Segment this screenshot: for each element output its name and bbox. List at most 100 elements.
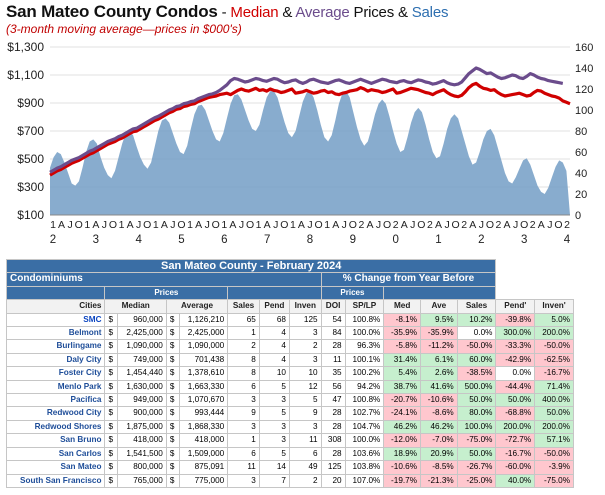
median-price: 1,090,000 xyxy=(117,339,167,354)
x-year-label: 3 xyxy=(521,234,527,246)
y-left-tick: $1,300 xyxy=(7,40,44,54)
x-month-label: A xyxy=(469,219,476,231)
median-price: 949,000 xyxy=(117,393,167,408)
inventory-change: -3.9% xyxy=(534,460,574,475)
x-month-label: A xyxy=(504,219,511,231)
y-right-tick: 120 xyxy=(575,84,593,96)
average-price: 418,000 xyxy=(178,433,229,448)
x-month-label: J xyxy=(136,219,141,231)
sales-change: 0.0% xyxy=(456,326,497,341)
currency-symbol: $ xyxy=(165,446,180,462)
sp-lp-ratio: 100.0% xyxy=(344,433,385,448)
currency-symbol: $ xyxy=(165,460,180,475)
x-month-label: O xyxy=(349,219,357,231)
x-month-label: J xyxy=(273,219,278,231)
average-price: 1,090,000 xyxy=(178,339,229,354)
x-month-label: A xyxy=(538,219,545,231)
prices-right-label: Prices xyxy=(320,285,385,301)
currency-symbol: $ xyxy=(165,379,180,395)
x-month-label: O xyxy=(177,219,185,231)
title-prices: Prices & xyxy=(349,4,412,21)
x-month-label: 2 xyxy=(461,219,467,231)
x-month-label: J xyxy=(170,219,175,231)
x-month-label: J xyxy=(205,219,210,231)
x-month-label: J xyxy=(513,219,518,231)
column-header: Sales xyxy=(456,299,497,314)
table-row: San Mateo $800,000 $875,091 11 14 49 125 103.8%… xyxy=(5,460,574,475)
median-change: -20.7% xyxy=(383,393,421,408)
x-month-label: O xyxy=(109,219,117,231)
pending-count: 14 xyxy=(258,460,290,475)
x-month-label: A xyxy=(127,219,134,231)
pending-change: 50.0% xyxy=(495,393,536,408)
inventory-change: 400.0% xyxy=(534,393,574,408)
pending-change: 200.0% xyxy=(495,419,536,435)
sales-count: 2 xyxy=(227,339,260,354)
median-change: -35.9% xyxy=(383,326,421,341)
pending-change: 300.0% xyxy=(495,326,536,341)
sales-change: 50.0% xyxy=(456,446,497,462)
average-change: 2.6% xyxy=(420,366,458,381)
days-of-inventory: 308 xyxy=(320,433,346,448)
title-sales: Sales xyxy=(411,4,449,21)
city-name: Redwood Shores xyxy=(5,419,106,435)
x-year-label: 2 xyxy=(50,234,56,246)
pending-change: 0.0% xyxy=(495,366,536,381)
sales-change: 60.0% xyxy=(456,352,497,368)
city-name: Menlo Park xyxy=(5,379,106,395)
y-right-tick: 140 xyxy=(575,63,593,75)
days-of-inventory: 35 xyxy=(320,366,346,381)
table-row: Foster City $1,454,440 $1,378,610 8 10 10 35 10… xyxy=(5,366,574,381)
inventory-change: -50.0% xyxy=(534,446,574,462)
sales-change: 100.0% xyxy=(456,419,497,435)
y-left-tick: $100 xyxy=(17,208,44,222)
sp-lp-ratio: 94.2% xyxy=(344,379,385,395)
inventory-count: 12 xyxy=(288,379,322,395)
sp-lp-ratio: 103.6% xyxy=(344,446,385,462)
x-month-label: J xyxy=(444,219,449,231)
table-row: San Bruno $418,000 $418,000 1 3 11 308 100.0% -1… xyxy=(5,433,574,448)
column-header: Med xyxy=(383,299,421,314)
city-name: Pacifica xyxy=(5,393,106,408)
sales-change: -75.0% xyxy=(456,433,497,448)
city-name: Daly City xyxy=(5,352,106,368)
inventory-change: -16.7% xyxy=(534,366,574,381)
sales-change: -38.5% xyxy=(456,366,497,381)
table-row: SMC $960,000 $1,126,210 65 68 125 54 100.8% -8.1… xyxy=(5,312,574,328)
sp-lp-ratio: 104.7% xyxy=(344,419,385,435)
inventory-count: 2 xyxy=(288,339,322,354)
currency-symbol: $ xyxy=(104,460,119,475)
average-change: -35.9% xyxy=(420,326,458,341)
sp-lp-ratio: 102.7% xyxy=(344,406,385,421)
sales-count: 3 xyxy=(227,393,260,408)
inventory-count: 3 xyxy=(288,326,322,341)
column-header: Cities xyxy=(5,299,106,314)
x-year-label: 5 xyxy=(178,234,184,246)
x-month-label: A xyxy=(366,219,373,231)
x-month-label: O xyxy=(554,219,562,231)
median-price: 1,875,000 xyxy=(117,419,167,435)
pending-change: -42.9% xyxy=(495,352,536,368)
table-row: Burlingame $1,090,000 $1,090,000 2 4 2 28 96.3%… xyxy=(5,339,574,354)
x-month-label: A xyxy=(229,219,236,231)
x-month-label: 2 xyxy=(564,219,570,231)
table-row: Redwood Shores $1,875,000 $1,868,330 3 3 3 28 1… xyxy=(5,419,574,435)
inventory-change: 5.0% xyxy=(534,312,574,328)
days-of-inventory: 28 xyxy=(320,419,346,435)
sales-change: -50.0% xyxy=(456,339,497,354)
sales-change: 80.0% xyxy=(456,406,497,421)
average-change: -10.6% xyxy=(420,393,458,408)
currency-symbol: $ xyxy=(104,473,119,488)
currency-symbol: $ xyxy=(104,312,119,328)
series-average-line xyxy=(49,66,564,174)
currency-symbol: $ xyxy=(165,406,180,421)
sp-lp-ratio: 100.8% xyxy=(344,312,385,328)
series-median-line xyxy=(49,81,571,177)
average-price: 1,509,000 xyxy=(178,446,229,462)
median-change: 38.7% xyxy=(383,379,421,395)
stats-table: San Mateo County - February 2024 Condomi… xyxy=(5,258,574,491)
x-month-label: 2 xyxy=(496,219,502,231)
x-year-label: 7 xyxy=(264,234,270,246)
currency-symbol: $ xyxy=(165,433,180,448)
x-month-label: 1 xyxy=(221,219,227,231)
